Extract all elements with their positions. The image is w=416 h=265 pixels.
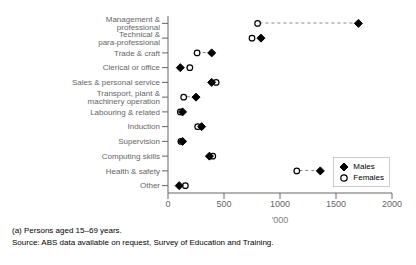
svg-text:Supervision: Supervision [118,137,160,146]
svg-text:Trade & craft: Trade & craft [114,49,161,58]
svg-text:'000: '000 [272,215,289,223]
svg-text:Computing skills: Computing skills [102,152,160,161]
svg-text:Labouring & related: Labouring & related [90,108,160,117]
html-text:Males: Males [353,162,375,171]
svg-text:0: 0 [165,199,170,209]
svg-text:1000: 1000 [270,199,290,209]
svg-text:Technical &para-professional: Technical &para-professional [98,30,160,47]
html-text:(a) Persons aged 15–69 years.: (a) Persons aged 15–69 years. [12,226,122,235]
svg-text:Sales & personal service: Sales & personal service [72,78,161,87]
svg-text:500: 500 [216,199,231,209]
svg-text:Health & safety: Health & safety [106,167,160,176]
svg-text:Induction: Induction [128,122,160,131]
svg-text:1500: 1500 [326,199,346,209]
html-text:Source: ABS data available on: Source: ABS data available on request, S… [12,238,274,247]
html-text:professional: professional [116,23,160,33]
html-text:Females: Females [353,173,384,182]
svg-text:2000: 2000 [382,199,402,209]
svg-text:Other: Other [140,181,160,190]
html-text:Management &: Management & [105,15,160,25]
svg-text:Transport, plant &machinery op: Transport, plant &machinery operation [88,89,161,106]
svg-text:Clerical or office: Clerical or office [103,63,161,72]
